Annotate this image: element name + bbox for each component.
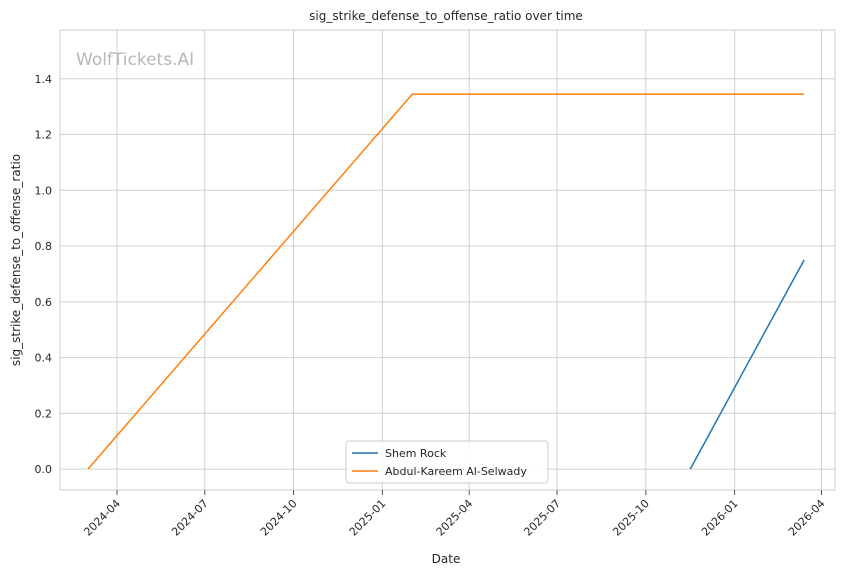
x-axis-ticks: 2024-04 2024-07 2024-10 2025-01 2025-04 2025-… <box>81 490 828 539</box>
legend-label-abdul-kareem-al-selwady: Abdul-Kareem Al-Selwady <box>385 465 527 478</box>
x-tick-label: 2025-04 <box>434 497 476 539</box>
x-tick-label: 2024-04 <box>81 497 123 539</box>
x-tick-label: 2025-10 <box>610 497 652 539</box>
legend-label-shem-rock: Shem Rock <box>385 447 447 460</box>
series-lines <box>87 93 805 470</box>
y-axis-ticks: 0.0 0.2 0.4 0.6 0.8 1.0 1.2 1.4 <box>35 73 53 476</box>
plot-border <box>59 29 836 491</box>
chart-title: sig_strike_defense_to_offense_ratio over… <box>309 9 583 23</box>
y-tick-label: 1.0 <box>35 184 53 197</box>
x-tick-label: 2025-01 <box>347 497 389 539</box>
x-tick-label: 2024-10 <box>258 497 300 539</box>
y-tick-label: 0.8 <box>35 240 53 253</box>
y-tick-label: 1.4 <box>35 73 53 86</box>
legend: Shem Rock Abdul-Kareem Al-Selwady <box>345 440 549 484</box>
watermark: WolfTickets.AI <box>76 50 194 70</box>
y-tick-label: 0.2 <box>35 407 53 420</box>
x-tick-label: 2025-07 <box>521 497 563 539</box>
series-line-abdul-kareem-al-selwady <box>87 93 805 470</box>
axes-frame <box>59 29 836 491</box>
y-tick-label: 1.2 <box>35 129 53 142</box>
x-tick-label: 2026-01 <box>699 497 741 539</box>
y-tick-label: 0.6 <box>35 296 53 309</box>
x-axis-label: Date <box>432 552 461 566</box>
grid <box>60 30 835 490</box>
y-tick-label: 0.0 <box>35 463 53 476</box>
x-tick-label: 2026-04 <box>786 497 828 539</box>
series-line-shem-rock <box>689 259 805 470</box>
x-tick-label: 2024-07 <box>169 497 211 539</box>
y-axis-label: sig_strike_defense_to_offense_ratio <box>9 154 23 366</box>
y-tick-label: 0.4 <box>35 352 53 365</box>
legend-box <box>345 440 549 484</box>
